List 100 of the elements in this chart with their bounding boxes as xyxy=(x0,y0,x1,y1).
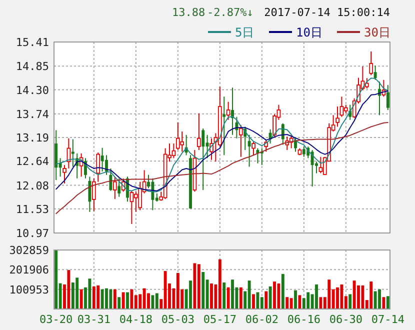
candlestick xyxy=(310,149,314,188)
bar xyxy=(248,280,251,309)
bar xyxy=(281,274,284,309)
bar xyxy=(105,288,108,309)
bar xyxy=(348,294,352,309)
candlestick xyxy=(112,176,117,200)
bar xyxy=(113,289,116,309)
bar xyxy=(252,294,255,309)
candlestick xyxy=(105,154,108,176)
y-tick-label: 201906 xyxy=(9,264,49,277)
candlestick xyxy=(202,128,205,190)
candlestick xyxy=(369,50,374,76)
y-tick-label: 10.97 xyxy=(16,227,49,240)
candlestick xyxy=(252,141,256,156)
y-tick-label: 14.85 xyxy=(16,60,49,74)
candlestick xyxy=(71,138,74,168)
candlestick xyxy=(248,134,251,168)
bar xyxy=(210,283,213,309)
bar xyxy=(315,284,318,309)
candlestick xyxy=(226,101,230,120)
candlestick xyxy=(336,106,340,128)
bar xyxy=(306,292,310,309)
bar xyxy=(100,289,104,309)
candlestick xyxy=(318,156,323,174)
bar xyxy=(189,280,192,309)
y-tick-label: 12.64 xyxy=(16,155,50,168)
bar xyxy=(361,285,364,309)
x-tick-label: 06-30 xyxy=(329,313,362,326)
bar xyxy=(109,289,112,309)
bar xyxy=(336,287,339,309)
text: 2017-07-14 15:00:14 xyxy=(264,6,390,19)
candlestick xyxy=(196,112,201,150)
candlestick xyxy=(172,143,176,159)
bar xyxy=(239,287,242,309)
legend-label: 5日 xyxy=(235,26,254,40)
candlestick xyxy=(206,134,209,159)
bar xyxy=(382,297,386,309)
bar xyxy=(54,250,58,309)
bar xyxy=(118,297,121,309)
x-tick-label: 03-20 xyxy=(40,313,73,326)
bar xyxy=(122,292,125,309)
text: 13.88 xyxy=(172,6,206,19)
x-tick-label: 07-14 xyxy=(371,313,405,326)
candlestick xyxy=(118,178,121,198)
candlestick xyxy=(222,96,226,156)
bar xyxy=(80,289,83,309)
y-tick-label: 11.53 xyxy=(16,202,49,216)
bar xyxy=(290,298,293,309)
x-tick-label: 06-16 xyxy=(287,313,320,326)
bar xyxy=(126,292,129,309)
bar xyxy=(277,283,280,309)
y-tick-label: 13.19 xyxy=(16,132,49,144)
bar xyxy=(386,296,390,309)
bar xyxy=(370,282,373,309)
bar xyxy=(268,286,272,309)
bar xyxy=(202,272,205,309)
y-tick-label: 14.30 xyxy=(16,84,49,97)
bar xyxy=(197,264,200,309)
candlestick xyxy=(340,96,344,118)
bar xyxy=(88,278,92,309)
x-tick-label: 06-02 xyxy=(245,313,278,326)
candlestick xyxy=(180,130,184,152)
x-tick-label: 04-18 xyxy=(119,313,152,326)
bar xyxy=(222,282,226,309)
bar xyxy=(340,284,344,309)
bar xyxy=(264,291,268,309)
candlestick xyxy=(386,84,390,110)
candlestick xyxy=(134,191,138,212)
bar xyxy=(374,291,377,309)
bar xyxy=(96,285,100,309)
bar xyxy=(231,280,234,309)
legend-label: 10日 xyxy=(296,26,322,40)
bar xyxy=(151,295,154,309)
bar xyxy=(218,259,222,309)
bar xyxy=(155,293,158,309)
candlestick xyxy=(100,147,104,172)
y-tick-label: 13.74 xyxy=(16,108,50,121)
y-tick-label: 302859 xyxy=(9,244,49,257)
candlestick xyxy=(238,124,243,158)
bar xyxy=(319,297,322,309)
bar xyxy=(286,297,289,309)
line-series xyxy=(56,122,388,214)
x-tick-label: 05-03 xyxy=(161,313,194,326)
bar xyxy=(352,280,356,309)
candlestick xyxy=(151,178,154,211)
bar xyxy=(193,263,196,309)
text: -2.87%↓ xyxy=(207,6,254,19)
y-tick-label: 12.08 xyxy=(16,179,49,192)
bar xyxy=(256,292,260,309)
x-tick-label: 03-31 xyxy=(77,313,110,326)
candlestick xyxy=(138,181,142,211)
bar xyxy=(226,287,230,309)
legend-label: 30日 xyxy=(364,26,390,40)
bar xyxy=(76,278,79,309)
bar xyxy=(294,290,297,309)
bar xyxy=(328,280,331,309)
bar xyxy=(176,272,180,309)
bar xyxy=(92,286,96,309)
bar xyxy=(67,270,70,309)
candlestick xyxy=(88,176,92,212)
